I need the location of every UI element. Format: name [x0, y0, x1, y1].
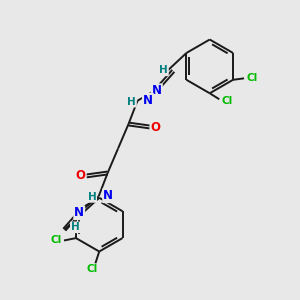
Text: Cl: Cl: [246, 73, 257, 83]
Text: H: H: [88, 192, 96, 202]
Text: H: H: [159, 65, 168, 75]
Text: O: O: [76, 169, 86, 182]
Text: O: O: [150, 121, 161, 134]
Text: N: N: [74, 206, 84, 219]
Text: N: N: [103, 189, 113, 202]
Text: H: H: [71, 222, 80, 232]
Text: Cl: Cl: [87, 264, 98, 274]
Text: N: N: [152, 84, 162, 98]
Text: H: H: [127, 97, 136, 106]
Text: Cl: Cl: [221, 96, 233, 106]
Text: N: N: [143, 94, 153, 106]
Text: Cl: Cl: [50, 236, 61, 245]
